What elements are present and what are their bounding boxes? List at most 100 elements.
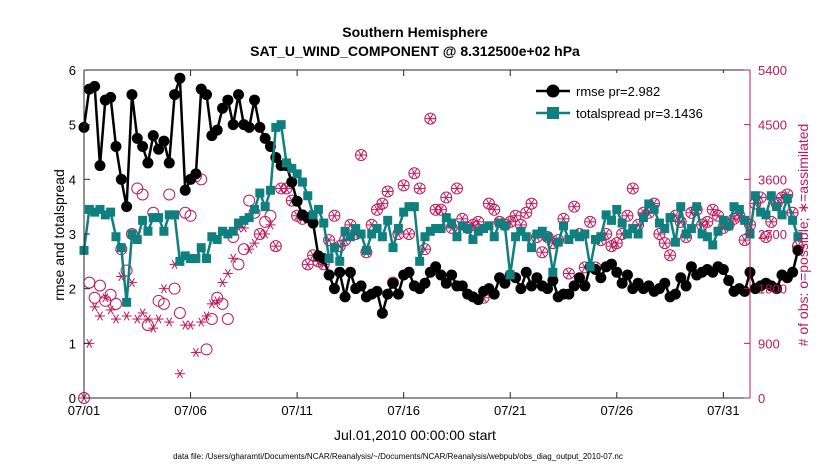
totalspread-point: [308, 210, 318, 220]
obs-possible-point: [168, 282, 181, 295]
rmse-point: [605, 258, 617, 270]
y-tick-label-left: 5: [69, 118, 76, 133]
totalspread-point: [649, 204, 659, 214]
obs-assimilated-point: [398, 180, 409, 190]
totalspread-point: [260, 202, 270, 212]
rmse-point: [137, 141, 149, 153]
totalspread-point: [521, 232, 531, 242]
rmse-point: [131, 132, 143, 144]
obs-possible-point: [765, 215, 778, 228]
rmse-point: [233, 89, 245, 101]
obs-possible-point: [658, 237, 671, 250]
totalspread-point: [95, 204, 105, 214]
obs-possible-point: [610, 237, 623, 250]
totalspread-point: [441, 213, 451, 223]
obs-possible-point: [408, 167, 421, 180]
totalspread-point: [90, 207, 100, 217]
rmse-point: [419, 277, 431, 289]
y-tick-label-left: 3: [69, 227, 76, 242]
rmse-point: [243, 121, 255, 133]
obs-possible-point: [120, 264, 133, 277]
obs-assimilated-point: [563, 268, 574, 279]
y-tick-label-left: 0: [69, 391, 76, 406]
rmse-point: [771, 283, 783, 295]
rmse-point: [126, 89, 138, 101]
totalspread-point: [559, 221, 569, 231]
y-tick-label-right: 0: [758, 391, 765, 406]
obs-assimilated-point: [222, 268, 233, 279]
obs-assimilated-point: [526, 199, 537, 209]
x-tick-label: 07/26: [601, 403, 634, 418]
totalspread-point: [670, 237, 680, 247]
obs-possible-point: [674, 215, 687, 228]
totalspread-point: [473, 226, 483, 236]
totalspread-point: [218, 226, 228, 236]
totalspread-point: [676, 202, 686, 212]
totalspread-point: [148, 213, 158, 223]
obs-assimilated-point: [121, 311, 132, 321]
totalspread-point: [596, 232, 606, 242]
rmse-point: [526, 280, 538, 292]
totalspread-point: [793, 232, 803, 242]
rmse-point: [227, 119, 239, 131]
obs-possible-point: [200, 343, 213, 356]
totalspread-point: [372, 224, 382, 234]
obs-assimilated-point: [110, 314, 121, 324]
obs-assimilated-point: [425, 114, 436, 124]
totalspread-point: [606, 215, 616, 225]
totalspread-point: [106, 207, 116, 217]
totalspread-point: [223, 229, 233, 239]
obs-assimilated-point: [627, 183, 638, 194]
rmse-point: [717, 264, 729, 276]
totalspread-point: [564, 234, 574, 244]
totalspread-point: [750, 191, 760, 201]
totalspread-point: [569, 229, 579, 239]
obs-assimilated-point: [249, 238, 260, 248]
obs-assimilated-point: [707, 205, 718, 215]
obs-possible-point: [376, 197, 389, 210]
totalspread-point: [436, 224, 446, 234]
x-tick-label: 07/21: [494, 403, 527, 418]
rmse-point: [611, 266, 623, 278]
totalspread-point: [356, 229, 366, 239]
rmse-point: [403, 266, 415, 278]
rmse-point: [723, 274, 735, 286]
obs-assimilated-point: [105, 305, 116, 315]
totalspread-point: [143, 226, 153, 236]
obs-possible-point: [488, 203, 501, 216]
totalspread-point: [287, 163, 297, 173]
obs-assimilated-point: [521, 208, 532, 218]
totalspread-point: [585, 262, 595, 272]
obs-assimilated-point: [265, 220, 276, 230]
obs-assimilated-point: [659, 238, 670, 248]
rmse-point: [211, 124, 223, 136]
rmse-point: [574, 272, 586, 284]
totalspread-point: [756, 207, 766, 217]
obs-assimilated-point: [356, 150, 367, 160]
rmse-point: [307, 217, 319, 229]
rmse-point: [158, 135, 170, 147]
rmse-point: [472, 294, 484, 306]
totalspread-point: [196, 243, 206, 253]
rmse-point: [499, 277, 511, 289]
obs-possible-point: [403, 228, 416, 240]
totalspread-point: [180, 251, 190, 261]
totalspread-point: [271, 122, 281, 132]
rmse-point: [430, 261, 442, 273]
x-tick-label: 07/01: [68, 403, 101, 418]
rmse-point: [675, 272, 687, 284]
totalspread-point: [516, 226, 526, 236]
totalspread-point: [361, 245, 371, 255]
rmse-point: [563, 288, 575, 300]
rmse-point: [685, 261, 697, 273]
y-tick-label-left: 6: [69, 63, 76, 78]
totalspread-point: [527, 243, 537, 253]
totalspread-point: [377, 232, 387, 242]
obs-possible-point: [520, 206, 533, 219]
rmse-point: [382, 288, 394, 300]
obs-possible-point: [216, 297, 229, 310]
rmse-point: [105, 91, 117, 103]
totalspread-point: [249, 204, 259, 214]
totalspread-point: [734, 204, 744, 214]
obs-assimilated-point: [483, 199, 494, 209]
